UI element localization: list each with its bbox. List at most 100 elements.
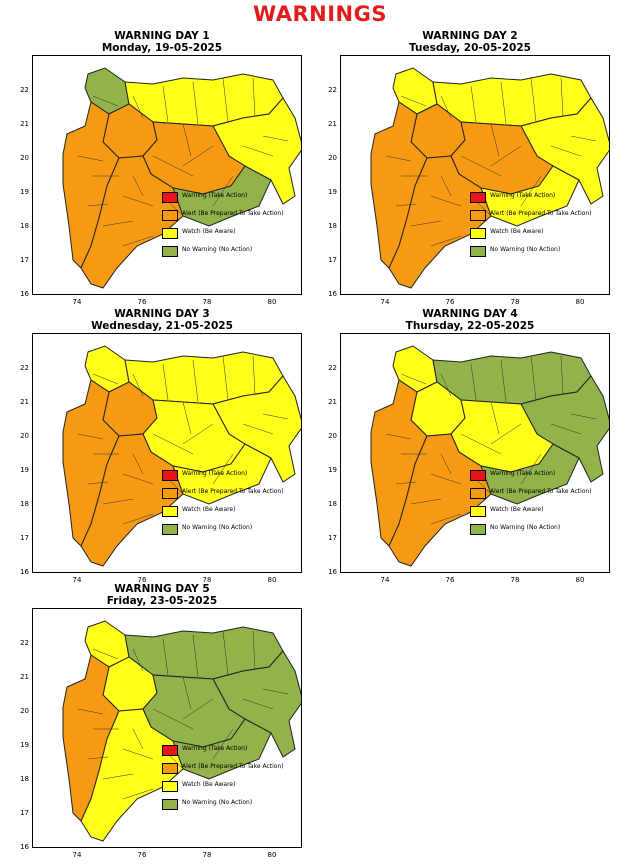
district-border — [122, 195, 154, 207]
y-tick-label: 16 — [328, 290, 337, 298]
legend-swatch — [162, 488, 178, 499]
district-border — [430, 513, 462, 525]
district-border — [440, 175, 452, 197]
district-border — [87, 481, 109, 485]
panel-title: WARNING DAY 1 Monday, 19-05-2025 — [12, 30, 312, 54]
legend-swatch — [162, 763, 178, 774]
legend-label: Watch (Be Aware) — [490, 506, 544, 513]
y-tick-label: 21 — [20, 120, 29, 128]
legend-label: No Warning (No Action) — [490, 246, 561, 253]
district-border — [490, 401, 500, 435]
legend-label: Alert (Be Prepared To Take Action) — [490, 488, 592, 495]
state-map — [62, 67, 301, 289]
y-tick-label: 17 — [20, 534, 29, 542]
district-border — [132, 373, 144, 397]
x-tick-label: 76 — [445, 298, 455, 306]
y-tick-label: 21 — [20, 398, 29, 406]
state-map — [62, 620, 301, 842]
district-border — [102, 220, 134, 227]
legend-label: Watch (Be Aware) — [182, 228, 236, 235]
legend-swatch — [470, 470, 486, 481]
x-tick-label: 74 — [380, 298, 390, 306]
district-border — [222, 630, 229, 676]
panel-title-date: Wednesday, 21-05-2025 — [91, 320, 233, 332]
district-border — [132, 175, 144, 197]
district-border — [395, 203, 417, 207]
map-frame — [340, 333, 610, 573]
district-border — [430, 235, 462, 247]
panel-title-day: WARNING DAY 1 — [114, 30, 210, 42]
district-border — [87, 756, 109, 760]
zone-south — [388, 155, 492, 289]
district-border — [460, 155, 502, 177]
district-border — [550, 145, 582, 157]
panel-title-date: Thursday, 22-05-2025 — [405, 320, 535, 332]
y-tick-label: 17 — [20, 256, 29, 264]
x-tick-label: 76 — [137, 576, 147, 584]
district-border — [77, 155, 104, 162]
panel-title-day: WARNING DAY 3 — [114, 308, 210, 320]
district-border — [560, 355, 564, 395]
warning-panel-day-5: WARNING DAY 5 Friday, 23-05-2025 22 21 20 19 1… — [12, 583, 312, 868]
district-border — [440, 373, 452, 397]
panel-title-date: Monday, 19-05-2025 — [101, 42, 223, 54]
district-border — [162, 638, 169, 676]
district-border — [490, 145, 522, 167]
legend-swatch — [162, 799, 178, 810]
y-tick-label: 16 — [20, 843, 29, 851]
district-border — [132, 453, 144, 475]
state-map — [370, 345, 609, 567]
x-tick-label: 76 — [137, 851, 147, 859]
zone-south — [80, 708, 184, 842]
district-border — [212, 175, 234, 207]
y-tick-label: 17 — [20, 809, 29, 817]
zone-south — [80, 155, 184, 289]
zone-south-e — [172, 443, 272, 505]
district-border — [182, 145, 214, 167]
legend-swatch — [470, 228, 486, 239]
district-border — [460, 433, 502, 455]
y-tick-label: 16 — [20, 568, 29, 576]
district-border — [490, 423, 522, 445]
district-border — [242, 698, 274, 710]
x-tick-label: 80 — [575, 576, 585, 584]
panel-title-date: Tuesday, 20-05-2025 — [409, 42, 531, 54]
district-border — [92, 648, 119, 660]
district-border — [410, 498, 442, 505]
map-frame — [32, 333, 302, 573]
legend-label: Warning (Take Action) — [182, 745, 248, 752]
district-border — [92, 373, 119, 385]
district-border — [182, 698, 214, 720]
map-frame — [32, 55, 302, 295]
district-border — [182, 401, 192, 435]
y-tick-label: 17 — [328, 256, 337, 264]
y-tick-label: 20 — [20, 707, 29, 715]
district-border — [122, 473, 154, 485]
y-tick-label: 18 — [20, 500, 29, 508]
x-tick-label: 76 — [445, 576, 455, 584]
x-tick-label: 74 — [72, 298, 82, 306]
legend-label: Warning (Take Action) — [182, 470, 248, 477]
legend-label: Watch (Be Aware) — [490, 228, 544, 235]
warning-panel-day-1: WARNING DAY 1 Monday, 19-05-2025 22 21 20 19 1… — [12, 30, 312, 315]
legend-label: No Warning (No Action) — [182, 246, 253, 253]
district-border — [152, 155, 194, 177]
x-tick-label: 74 — [72, 851, 82, 859]
warning-panel-day-3: WARNING DAY 3 Wednesday, 21-05-2025 22 21 20… — [12, 308, 312, 593]
legend-label: Alert (Be Prepared To Take Action) — [182, 488, 284, 495]
y-tick-label: 22 — [20, 639, 29, 647]
district-border — [395, 481, 417, 485]
legend-label: Warning (Take Action) — [490, 192, 556, 199]
y-tick-label: 18 — [20, 222, 29, 230]
legend-swatch — [470, 506, 486, 517]
legend-label: Watch (Be Aware) — [182, 506, 236, 513]
legend-swatch — [470, 488, 486, 499]
panel-title-day: WARNING DAY 5 — [114, 583, 210, 595]
y-tick-label: 21 — [20, 673, 29, 681]
x-tick-label: 74 — [72, 576, 82, 584]
x-tick-label: 74 — [380, 576, 390, 584]
district-border — [252, 355, 256, 395]
y-tick-label: 20 — [20, 154, 29, 162]
district-border — [132, 648, 144, 672]
district-border — [182, 123, 192, 157]
